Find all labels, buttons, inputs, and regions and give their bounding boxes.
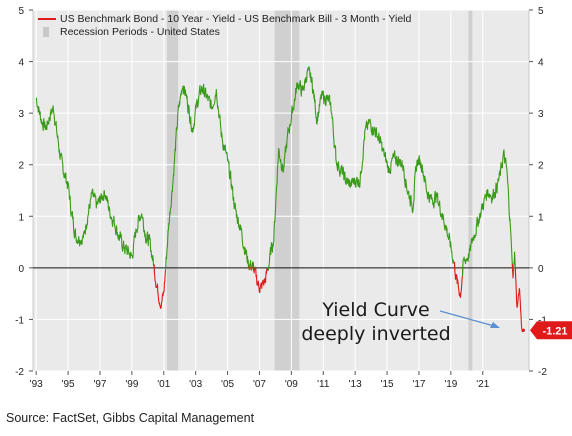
x-tick-label-10: '13 [349,379,362,390]
x-tick-label-11: '15 [381,379,394,390]
y-tick-right-label-7: 5 [538,6,544,17]
legend-recession-swatch [43,27,49,37]
x-tick-label-4: '01 [157,379,170,390]
y-tick-right-label-1: -1 [538,315,547,326]
last-value-point [521,328,526,332]
annotation-line-2: deeply inverted [301,323,450,345]
last-value-tag [530,321,572,340]
y-axis-left: -2 -1 0 1 2 3 4 5 [15,6,33,378]
series-segment-14 [512,251,517,277]
legend-series-label: US Benchmark Bond - 10 Year - Yield - US… [60,13,411,25]
x-tick-label-9: '11 [317,379,330,390]
last-value-callout: -1.21 [530,321,572,340]
recession-band-1 [274,10,300,371]
y-tick-right-label-2: 0 [538,264,544,275]
legend: US Benchmark Bond - 10 Year - Yield - US… [38,13,411,38]
x-axis: '93 '95 '97 '99 '01 '03 '05 '07 '09 '11 '13 '15 '17 '… [30,371,490,390]
y-tick-right-label-4: 2 [538,161,544,172]
last-value-label: -1.21 [542,325,567,337]
y-tick-left-label-5: 3 [18,109,24,120]
series-segment-9 [254,266,270,294]
x-tick-label-1: '95 [62,379,75,390]
y-tick-right-label-6: 4 [538,58,544,69]
x-tick-label-0: '93 [30,379,43,390]
series-segment-0 [35,97,156,274]
series-segment-11 [453,262,464,299]
grid-lines [33,9,529,372]
y-tick-left-label-7: 5 [18,6,24,17]
series-segment-15 [514,267,524,333]
series-segment-12 [461,149,514,277]
annotation-arrow-head [490,322,500,328]
x-tick-label-13: '19 [444,379,457,390]
annotation-line-1: Yield Curve [321,299,429,321]
x-tick-label-8: '09 [285,379,298,390]
x-tick-label-6: '05 [221,379,234,390]
annotation: Yield Curve deeply inverted [301,299,500,345]
y-tick-right-label-5: 3 [538,109,544,120]
y-tick-left-label-6: 4 [18,58,24,69]
y-tick-left-label-0: -2 [15,367,24,378]
y-axis-right: -2 -1 0 1 2 3 4 5 [529,6,547,378]
y-tick-right-label-3: 1 [538,212,544,223]
y-tick-right-label-0: -2 [538,367,547,378]
y-tick-left-label-4: 2 [18,161,24,172]
series-segment-10 [267,66,456,271]
series-segment-2 [164,83,250,271]
x-tick-label-14: '21 [476,379,489,390]
yield-curve-chart: -2 -1 0 1 2 3 4 5 -2 -1 0 1 2 3 4 5 '93 '95 '97 '99 '01 '03… [15,6,572,390]
x-tick-label-2: '97 [93,379,106,390]
legend-recession-label: Recession Periods - United States [60,26,220,38]
y-tick-left-label-1: -1 [15,315,24,326]
spread-series [35,66,526,333]
y-tick-left-label-2: 0 [18,264,24,275]
y-tick-left-label-3: 1 [18,212,24,223]
x-tick-label-3: '99 [125,379,138,390]
series-segment-1 [153,264,167,309]
x-tick-label-5: '03 [189,379,202,390]
source-note: Source: FactSet, Gibbs Capital Managemen… [6,411,255,425]
annotation-arrow-shaft [439,310,495,327]
recession-band-2 [468,10,473,371]
x-tick-label-12: '17 [412,379,425,390]
x-tick-label-7: '07 [253,379,266,390]
